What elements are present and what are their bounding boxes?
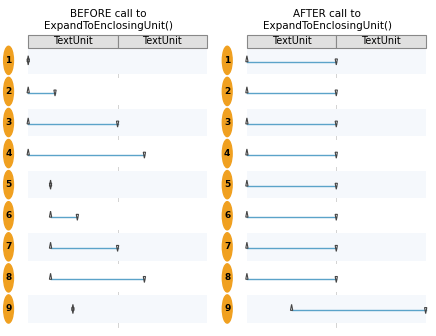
Text: TextUnit: TextUnit: [53, 36, 93, 46]
FancyBboxPatch shape: [247, 295, 426, 323]
Circle shape: [222, 46, 232, 75]
Circle shape: [222, 264, 232, 292]
Circle shape: [222, 202, 232, 230]
Circle shape: [3, 202, 14, 230]
FancyBboxPatch shape: [28, 264, 207, 292]
FancyBboxPatch shape: [247, 233, 426, 261]
FancyBboxPatch shape: [247, 202, 426, 229]
Text: 3: 3: [5, 118, 12, 127]
FancyBboxPatch shape: [336, 35, 426, 47]
Circle shape: [222, 77, 232, 106]
FancyBboxPatch shape: [247, 46, 426, 74]
Text: 9: 9: [224, 304, 230, 313]
Circle shape: [222, 233, 232, 261]
Text: AFTER call to
ExpandToEnclosingUnit(): AFTER call to ExpandToEnclosingUnit(): [263, 9, 392, 31]
Text: 4: 4: [5, 149, 12, 158]
Text: TextUnit: TextUnit: [272, 36, 311, 46]
FancyBboxPatch shape: [247, 140, 426, 167]
Circle shape: [222, 295, 232, 323]
FancyBboxPatch shape: [247, 78, 426, 105]
Circle shape: [3, 46, 14, 75]
Text: 8: 8: [224, 274, 230, 282]
FancyBboxPatch shape: [28, 78, 207, 105]
Circle shape: [3, 295, 14, 323]
Text: 7: 7: [224, 242, 230, 251]
Text: 7: 7: [5, 242, 12, 251]
Text: TextUnit: TextUnit: [361, 36, 401, 46]
Text: BEFORE call to
ExpandToEnclosingUnit(): BEFORE call to ExpandToEnclosingUnit(): [44, 9, 173, 31]
FancyBboxPatch shape: [28, 35, 118, 47]
Circle shape: [222, 139, 232, 168]
Text: 3: 3: [224, 118, 230, 127]
Text: 2: 2: [5, 87, 12, 96]
Text: 1: 1: [224, 56, 230, 65]
Text: 6: 6: [5, 211, 12, 220]
Text: TextUnit: TextUnit: [143, 36, 182, 46]
Text: 8: 8: [5, 274, 12, 282]
FancyBboxPatch shape: [28, 295, 207, 323]
Text: 5: 5: [5, 180, 12, 189]
Circle shape: [3, 139, 14, 168]
Text: 4: 4: [224, 149, 230, 158]
Text: 2: 2: [224, 87, 230, 96]
FancyBboxPatch shape: [28, 46, 207, 74]
FancyBboxPatch shape: [28, 233, 207, 261]
Circle shape: [3, 77, 14, 106]
Text: 1: 1: [5, 56, 12, 65]
FancyBboxPatch shape: [247, 264, 426, 292]
FancyBboxPatch shape: [28, 171, 207, 199]
Circle shape: [222, 109, 232, 137]
Text: 6: 6: [224, 211, 230, 220]
Circle shape: [3, 171, 14, 199]
FancyBboxPatch shape: [247, 109, 426, 136]
Circle shape: [3, 109, 14, 137]
Circle shape: [3, 264, 14, 292]
FancyBboxPatch shape: [247, 171, 426, 199]
FancyBboxPatch shape: [28, 109, 207, 136]
FancyBboxPatch shape: [247, 35, 336, 47]
FancyBboxPatch shape: [28, 140, 207, 167]
FancyBboxPatch shape: [118, 35, 207, 47]
Text: 5: 5: [224, 180, 230, 189]
Circle shape: [3, 233, 14, 261]
Circle shape: [222, 171, 232, 199]
Text: 9: 9: [5, 304, 12, 313]
FancyBboxPatch shape: [28, 202, 207, 229]
